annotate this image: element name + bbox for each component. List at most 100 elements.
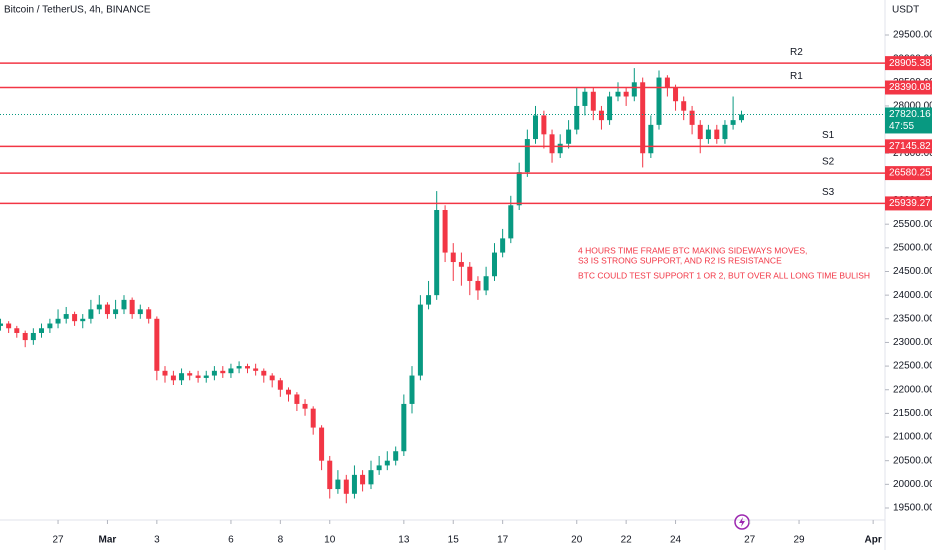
candle-body <box>0 323 3 326</box>
candle-body <box>607 96 613 121</box>
level-price-label: 28905.38 <box>889 58 931 69</box>
candle-body <box>500 238 506 253</box>
candle-body <box>228 368 234 374</box>
candle-body <box>697 124 703 140</box>
candle-body <box>442 210 448 253</box>
candle-body <box>121 299 127 310</box>
x-tick-label: 13 <box>398 535 410 546</box>
candle-body <box>426 295 432 305</box>
candle-body <box>590 91 596 111</box>
candle-body <box>648 124 654 154</box>
alert-bolt[interactable] <box>739 517 745 527</box>
candle-body <box>434 210 440 296</box>
level-price-box <box>885 56 932 71</box>
candle-body <box>6 323 12 329</box>
level-price-label: 28390.08 <box>889 82 931 93</box>
candle-body <box>277 380 283 390</box>
candle-body <box>541 115 547 135</box>
x-tick-label: 15 <box>448 535 460 546</box>
level-price-label: 25939.27 <box>889 198 931 209</box>
x-tick-label: 20 <box>571 535 583 546</box>
x-tick-label: Mar <box>99 535 117 546</box>
candle-body <box>615 91 621 97</box>
y-tick-label: 24500.00 <box>893 266 932 277</box>
candle-body <box>524 139 530 173</box>
candle-body <box>458 262 464 267</box>
x-tick-label: 24 <box>670 535 682 546</box>
candle-body <box>96 304 102 310</box>
candle-body <box>557 143 563 154</box>
candle-body <box>549 134 555 154</box>
alert-circle[interactable] <box>734 514 750 530</box>
candle-body <box>203 375 209 378</box>
y-tick-label: 23500.00 <box>893 313 932 324</box>
candle-body <box>681 101 687 111</box>
candle-body <box>532 115 538 140</box>
x-tick-label: 10 <box>324 535 336 546</box>
candle-body <box>384 460 390 466</box>
candle-body <box>574 105 580 130</box>
y-tick-label: 21500.00 <box>893 408 932 419</box>
candle-body <box>714 129 720 140</box>
last-price-label: 27820.16 <box>889 109 931 120</box>
candle-body <box>30 332 36 341</box>
candle-body <box>730 120 736 125</box>
y-tick-label: 22500.00 <box>893 361 932 372</box>
level-price-box <box>885 196 932 211</box>
currency-label: USDT <box>892 5 919 16</box>
candle-body <box>516 172 522 206</box>
candle-body <box>146 309 152 319</box>
candle-body <box>335 479 341 490</box>
y-tick-label: 25500.00 <box>893 219 932 230</box>
candle-body <box>623 91 629 97</box>
y-tick-label: 19500.00 <box>893 503 932 514</box>
candle-body <box>508 205 514 239</box>
chart-title: Bitcoin / TetherUS, 4h, BINANCE <box>4 5 151 16</box>
candle-body <box>154 318 160 371</box>
y-tick-label: 27000.00 <box>893 148 932 159</box>
candle-body <box>475 280 481 291</box>
y-tick-label: 24000.00 <box>893 290 932 301</box>
y-tick-label: 22000.00 <box>893 384 932 395</box>
y-tick-label: 28000.00 <box>893 101 932 112</box>
y-tick-label: 23000.00 <box>893 337 932 348</box>
x-tick-label: 29 <box>793 535 805 546</box>
candle-body <box>269 375 275 381</box>
x-tick-label: 8 <box>278 535 284 546</box>
candle-body <box>294 394 300 404</box>
x-tick-label: 3 <box>154 535 160 546</box>
candle-body <box>319 427 325 461</box>
candle-body <box>566 129 572 144</box>
candle-body <box>162 370 168 376</box>
level-price-box <box>885 80 932 95</box>
candle-body <box>236 366 242 369</box>
candle-body <box>22 332 28 341</box>
candle-body <box>104 304 110 315</box>
alert-icon[interactable] <box>734 514 750 530</box>
candle-body <box>310 408 316 428</box>
candle-body <box>211 370 217 376</box>
countdown-label: 47:55 <box>889 121 914 132</box>
level-name: R2 <box>790 47 803 58</box>
candle-body <box>483 276 489 291</box>
candle-body <box>417 304 423 376</box>
candle-body <box>244 366 250 369</box>
level-price-box <box>885 166 932 181</box>
candle-body <box>722 124 728 140</box>
last-price-box <box>885 107 932 134</box>
candle-body <box>664 77 670 88</box>
candle-body <box>673 87 679 102</box>
y-tick-label: 21000.00 <box>893 432 932 443</box>
candle-body <box>360 474 366 485</box>
x-tick-label: 27 <box>744 535 756 546</box>
candle-body <box>187 373 193 376</box>
y-tick-label: 20500.00 <box>893 455 932 466</box>
candle-body <box>393 451 399 461</box>
candle-body <box>179 373 185 381</box>
x-tick-label: 27 <box>52 535 64 546</box>
candle-body <box>137 309 143 315</box>
candle-body <box>351 474 357 494</box>
candle-body <box>72 314 78 322</box>
level-name: S3 <box>822 187 835 198</box>
